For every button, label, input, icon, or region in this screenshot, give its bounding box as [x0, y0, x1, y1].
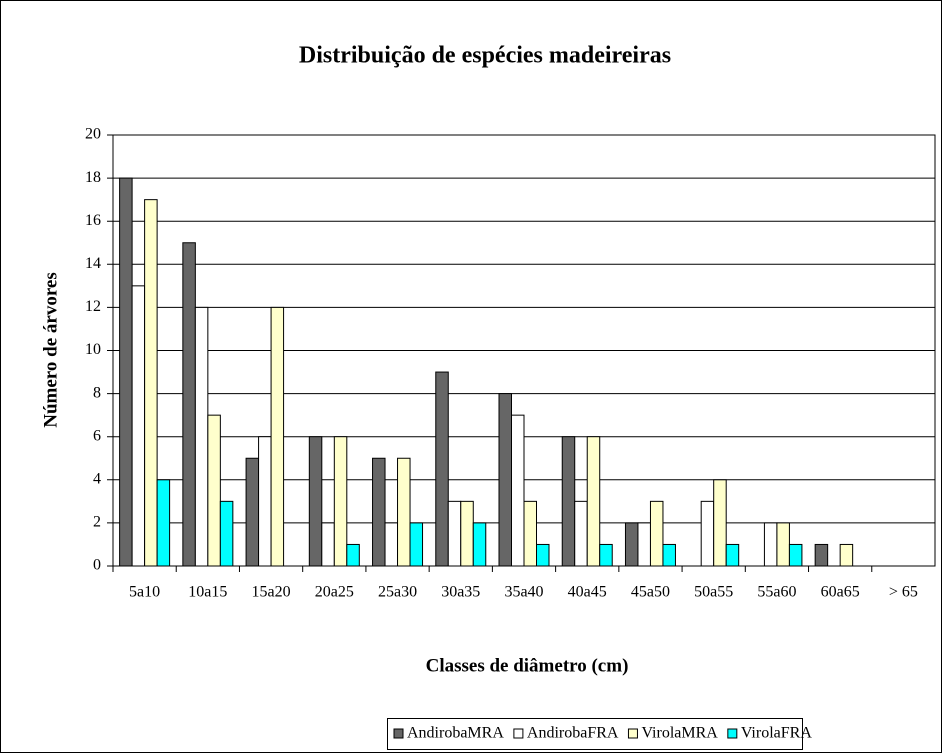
bar	[333, 436, 348, 567]
bar	[713, 479, 727, 567]
bar	[814, 543, 829, 567]
y-tick-label: 16	[85, 212, 101, 229]
bar	[245, 457, 260, 567]
x-tick-label: 15a20	[252, 584, 291, 601]
bar	[194, 306, 209, 567]
bar	[763, 522, 778, 567]
bar	[776, 522, 790, 567]
bar	[435, 371, 449, 567]
y-tick-label: 6	[93, 427, 101, 444]
x-tick-label: 50a55	[694, 584, 733, 601]
x-tick-label: 10a15	[188, 584, 227, 601]
legend-label: VirolaFRA	[741, 725, 812, 742]
bar	[156, 479, 171, 567]
legend-label: AndirobaFRA	[527, 725, 619, 742]
bar	[119, 177, 133, 567]
bar	[219, 500, 234, 567]
bar	[372, 457, 386, 567]
bar	[536, 543, 550, 567]
bar	[207, 414, 221, 567]
y-tick-label: 0	[93, 557, 101, 574]
bar	[472, 522, 487, 567]
x-tick-label: 55a60	[757, 584, 796, 601]
bar	[511, 414, 525, 567]
bar	[321, 522, 335, 567]
bar	[346, 543, 360, 567]
x-axis-title: Classes de diâmetro (cm)	[426, 655, 629, 676]
bar	[523, 500, 537, 567]
y-tick-label: 10	[85, 341, 101, 358]
y-tick-label: 4	[93, 470, 101, 487]
x-tick-label: 30a35	[441, 584, 480, 601]
bar	[270, 306, 285, 567]
bar	[788, 543, 803, 567]
chart-title: Distribuição de espécies madeireiras	[299, 43, 671, 69]
x-tick-label: 45a50	[631, 584, 670, 601]
y-tick-label: 8	[93, 384, 101, 401]
bar	[839, 543, 854, 567]
y-axis-title: Número de árvores	[40, 272, 61, 428]
legend-swatch	[513, 728, 524, 739]
bar	[447, 500, 462, 567]
bar	[700, 500, 715, 567]
bar	[131, 285, 146, 567]
x-tick-label: > 65	[889, 584, 918, 601]
legend-label: AndirobaMRA	[407, 725, 504, 742]
bar	[384, 522, 399, 567]
bar	[586, 436, 601, 567]
bar	[498, 393, 512, 567]
y-tick-label: 18	[85, 169, 101, 186]
legend-swatch	[727, 728, 738, 739]
bar	[725, 543, 740, 567]
bar	[308, 436, 323, 567]
bar	[409, 522, 424, 567]
legend-label: VirolaMRA	[641, 725, 718, 742]
legend-swatch	[393, 728, 404, 739]
bar	[144, 199, 158, 567]
y-tick-label: 20	[85, 126, 101, 143]
bar	[397, 457, 411, 567]
x-tick-label: 60a65	[821, 584, 860, 601]
x-tick-label: 5a10	[129, 584, 160, 601]
bar	[599, 543, 613, 567]
bar	[460, 500, 474, 567]
x-tick-label: 35a40	[504, 584, 543, 601]
x-tick-label: 40a45	[568, 584, 607, 601]
bar	[561, 436, 576, 567]
y-tick-label: 14	[85, 255, 101, 272]
bar	[182, 242, 196, 567]
legend-swatch	[627, 728, 638, 739]
bar	[637, 522, 651, 567]
y-tick-label: 2	[93, 514, 101, 531]
bar	[649, 500, 664, 567]
bar	[624, 522, 639, 567]
x-tick-label: 20a25	[315, 584, 354, 601]
bar	[574, 500, 588, 567]
bar	[258, 436, 272, 567]
bar	[662, 543, 676, 567]
x-tick-label: 25a30	[378, 584, 417, 601]
y-tick-label: 12	[85, 298, 101, 315]
